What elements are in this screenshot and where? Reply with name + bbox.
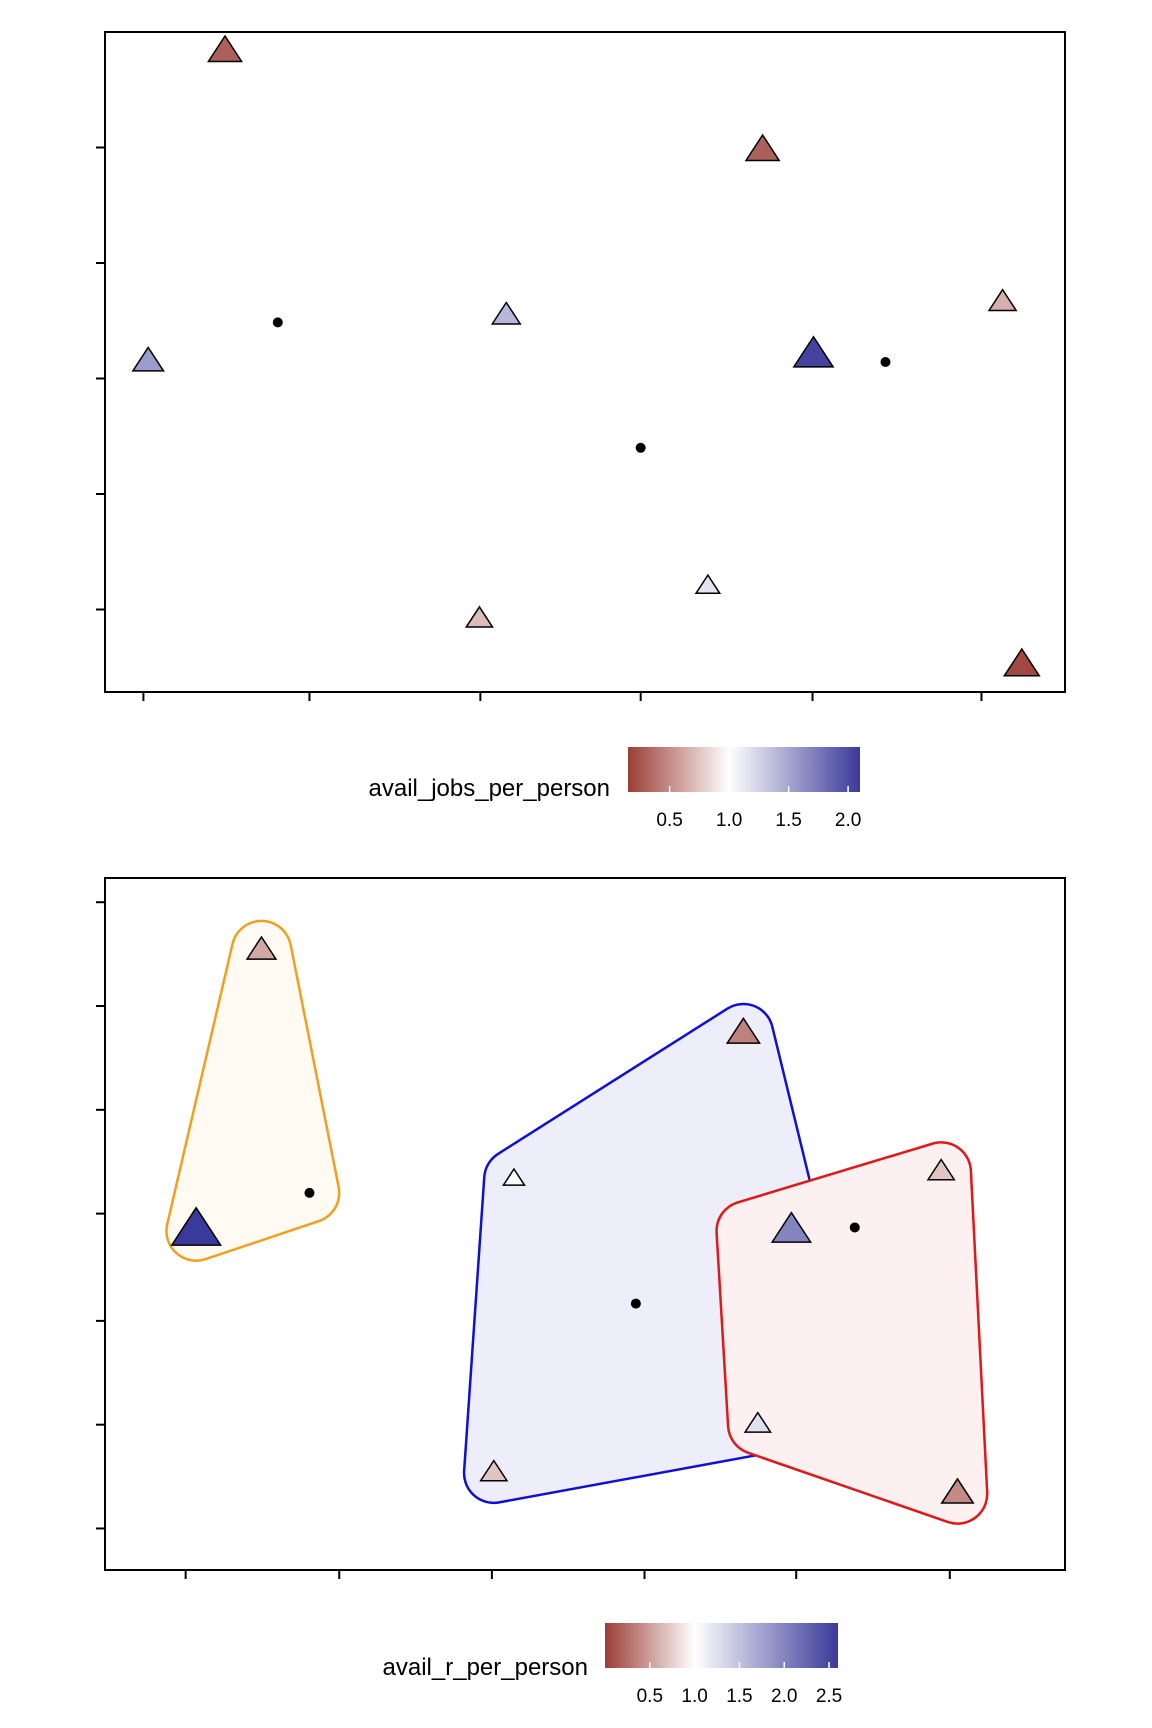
colorbar-tick-label-0: 0.5 xyxy=(656,810,682,831)
triangle-point-3 xyxy=(131,346,165,372)
plot-frame xyxy=(104,877,1066,1571)
colorbar xyxy=(628,747,860,792)
scatter-panel-bottom: avail_r_per_person 0.5 1.0 1.5 2.0 2.5 xyxy=(96,877,1066,1707)
cluster-hull-fill-0 xyxy=(167,922,338,1260)
triangle-point-1 xyxy=(725,1016,761,1044)
triangle-point-2 xyxy=(987,288,1018,312)
colorbar-title: avail_jobs_per_person xyxy=(369,775,611,802)
triangle-point-6 xyxy=(694,573,722,595)
triangle-point-6 xyxy=(743,1411,772,1433)
colorbar xyxy=(605,1623,838,1668)
site-dot-10 xyxy=(630,1298,641,1309)
triangle-point-5 xyxy=(926,1158,956,1181)
triangle-point-5 xyxy=(792,335,835,368)
triangle-point-0 xyxy=(245,935,278,960)
colorbar-tick-label-1: 1.0 xyxy=(716,810,742,831)
colorbar-tick-label-3: 2.0 xyxy=(835,810,861,831)
colorbar-tick-label-2: 1.5 xyxy=(775,810,801,831)
triangle-point-4 xyxy=(490,301,522,325)
site-dot-9 xyxy=(304,1187,315,1198)
triangle-point-3 xyxy=(170,1206,223,1246)
scatter-panel-top: avail_jobs_per_person 0.5 1.0 1.5 2.0 xyxy=(96,31,1066,831)
triangle-point-7 xyxy=(479,1459,509,1482)
colorbar-tick-label-2: 1.5 xyxy=(726,1686,752,1707)
triangle-point-7 xyxy=(464,605,494,628)
triangle-point-8 xyxy=(940,1477,975,1504)
cluster-hull-fill-2 xyxy=(717,1143,986,1523)
triangle-point-2 xyxy=(502,1167,526,1186)
triangle-point-1 xyxy=(744,133,781,162)
colorbar-tick-label-0: 0.5 xyxy=(637,1686,663,1707)
site-dot-11 xyxy=(880,357,891,367)
triangle-point-4 xyxy=(770,1211,813,1243)
colorbar-tick-label-4: 2.5 xyxy=(816,1686,842,1707)
site-dot-9 xyxy=(272,317,283,328)
colorbar-tick-label-1: 1.0 xyxy=(681,1686,707,1707)
colorbar-title: avail_r_per_person xyxy=(383,1654,588,1681)
triangle-point-8 xyxy=(1002,647,1041,677)
site-dot-11 xyxy=(849,1222,860,1233)
site-dot-10 xyxy=(635,442,646,453)
triangle-point-0 xyxy=(206,34,244,63)
colorbar-tick-label-3: 2.0 xyxy=(771,1686,797,1707)
plot-frame xyxy=(104,31,1066,693)
